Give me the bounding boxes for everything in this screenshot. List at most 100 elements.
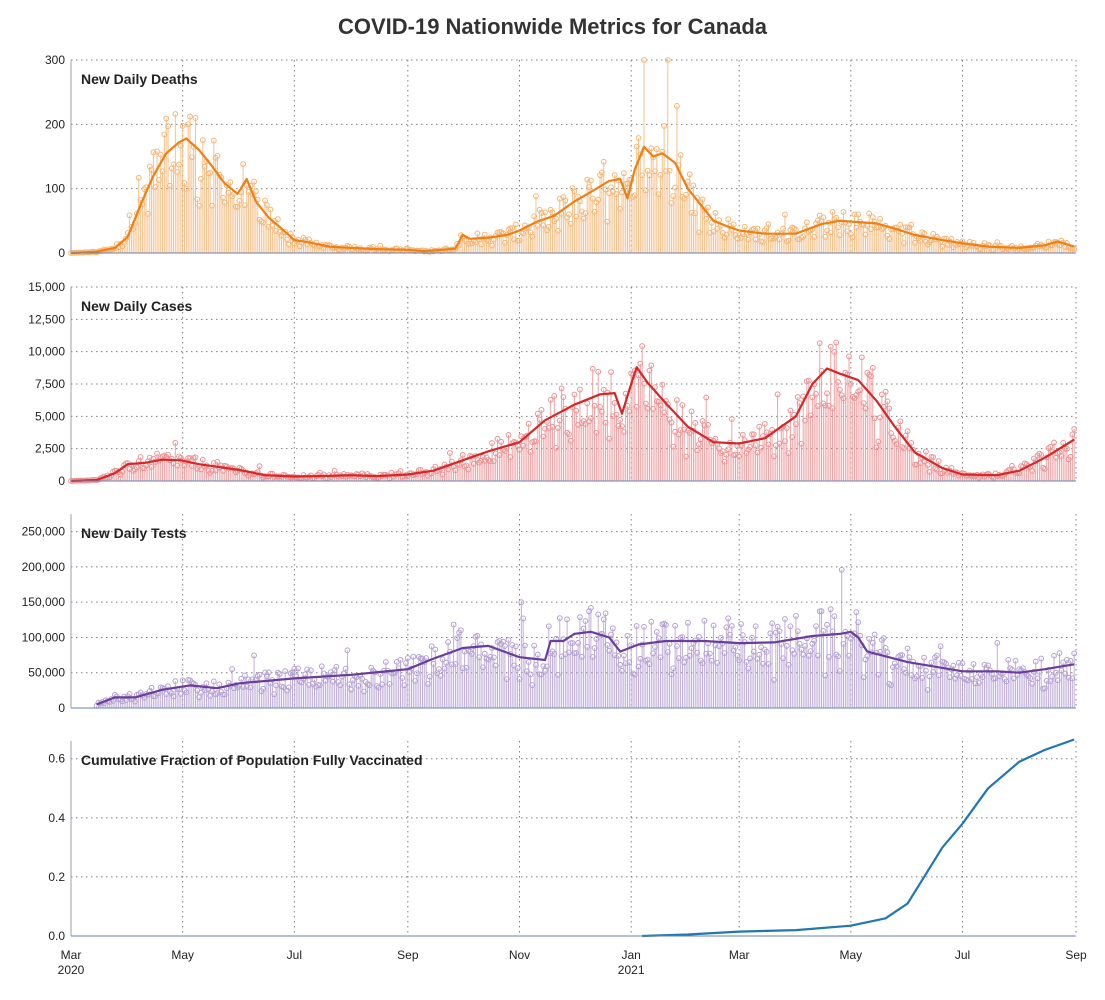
new-daily-cases-daily-point [1063,445,1070,452]
new-daily-deaths-daily-point [652,168,658,175]
new-daily-tests-daily-point [220,691,226,698]
new-daily-tests-daily-point [637,655,644,662]
new-daily-cases-daily-point [633,403,640,410]
new-daily-deaths-daily-point [260,219,267,226]
new-daily-deaths-daily-point [613,191,620,198]
new-daily-tests-daily-point [776,628,783,635]
new-daily-cases-daily-point [782,438,788,445]
new-daily-deaths-daily-point [598,169,605,176]
new-daily-tests-daily-point [1038,655,1045,662]
new-daily-deaths-daily-point [901,240,907,247]
new-daily-tests-daily-point [749,634,755,641]
x-tick-label: Jul [287,948,302,962]
new-daily-cases-daily-point [635,372,642,379]
new-daily-tests-daily-point [694,649,700,656]
new-daily-tests-daily-point [209,688,215,695]
new-daily-cases-daily-point [933,466,940,473]
new-daily-cases-daily-point [185,455,192,461]
new-daily-tests-daily-point [783,643,790,649]
new-daily-deaths-daily-point [912,239,918,246]
new-daily-deaths-daily-point [148,167,155,173]
new-daily-tests-daily-point [855,619,862,626]
new-daily-deaths-daily-point [648,145,655,152]
new-daily-tests-daily-point [503,676,510,682]
new-daily-tests-daily-point [681,659,688,666]
new-daily-deaths-daily-point [166,182,173,189]
new-daily-deaths-daily-point [939,243,946,250]
new-daily-deaths-daily-point [745,236,752,243]
new-daily-deaths-daily-point [501,239,508,246]
new-daily-tests-daily-point [397,656,404,663]
new-daily-deaths-daily-point [705,204,711,211]
new-daily-tests-daily-point [448,661,455,668]
x-tick-label: Jul [955,948,970,962]
new-daily-cases-daily-point [536,416,543,423]
cumulative-fraction-of-population-fully-vaccinated-ytick-label: 0.0 [48,929,65,943]
cumulative-fraction-of-population-fully-vaccinated-ytick-label: 0.6 [48,752,65,766]
new-daily-tests-daily-point [344,647,351,654]
new-daily-deaths-daily-point [571,188,578,195]
new-daily-deaths-daily-point [686,171,693,178]
new-daily-tests-daily-point [888,682,895,688]
new-daily-deaths-daily-point [690,182,697,189]
new-daily-cases-daily-point [814,403,821,409]
new-daily-cases-daily-point [593,429,600,436]
cumulative-fraction-of-population-fully-vaccinated-ytick-label: 0.4 [48,811,65,825]
new-daily-cases-daily-point [827,343,834,350]
new-daily-tests-daily-point [1041,685,1048,692]
new-daily-deaths-daily-point [635,135,642,141]
new-daily-tests-daily-point [505,636,512,643]
new-daily-deaths-daily-point [877,216,884,222]
new-daily-cases-daily-point [496,452,503,458]
new-daily-tests-daily-point [739,632,746,639]
new-daily-cases-daily-point [560,394,567,401]
new-daily-cases-daily-point [908,439,915,446]
new-daily-tests-daily-point [712,642,719,649]
new-daily-cases-daily-point [174,462,181,469]
new-daily-cases-daily-point [692,420,699,426]
new-daily-tests-daily-point [469,651,475,657]
new-daily-tests-daily-point [410,653,417,660]
new-daily-deaths-daily-point [489,242,495,249]
new-daily-cases-daily-point [609,413,616,420]
new-daily-tests-daily-point [668,671,675,678]
new-daily-tests-daily-point [646,661,653,668]
x-tick-label: Sep [1065,948,1087,962]
new-daily-tests-daily-point [699,660,706,666]
new-daily-tests-series-line [96,630,1075,706]
new-daily-cases-daily-point [877,414,884,421]
new-daily-deaths-daily-point [562,197,569,204]
new-daily-tests-daily-point [716,643,722,650]
new-daily-cases-daily-point [924,462,931,468]
new-daily-tests-daily-point [798,646,805,653]
new-daily-tests-daily-point [551,651,558,657]
new-daily-cases-daily-point [719,448,726,455]
new-daily-cases-daily-point [869,364,876,371]
new-daily-tests-daily-point [985,662,992,669]
new-daily-tests-daily-point [487,653,494,660]
new-daily-cases-daily-point [910,446,916,453]
new-daily-tests-daily-point [534,651,541,658]
new-daily-tests-daily-point [611,652,618,659]
new-daily-tests-daily-point [652,644,658,651]
new-daily-cases-daily-point [566,431,572,437]
new-daily-deaths-daily-point [633,143,640,150]
new-daily-deaths-daily-point [723,231,730,238]
new-daily-tests-daily-point [728,623,735,629]
new-daily-tests-ytick-label: 200,000 [22,560,66,574]
new-daily-deaths-daily-point [534,222,541,229]
new-daily-tests-daily-point [838,566,845,573]
new-daily-deaths-daily-point [695,229,702,236]
new-daily-cases-daily-point [302,474,309,481]
new-daily-deaths-daily-point [976,246,982,253]
new-daily-tests-daily-point [183,689,190,696]
new-daily-tests-daily-point [750,648,757,655]
new-daily-tests-daily-point [360,688,367,695]
new-daily-cases-daily-point [518,433,525,440]
x-tick-label: May [171,948,194,962]
new-daily-deaths-daily-point [194,196,201,203]
new-daily-deaths-daily-point [529,233,536,240]
new-daily-cases-daily-point [783,425,790,431]
new-daily-deaths-daily-point [285,241,292,248]
new-daily-deaths-daily-point [811,233,818,240]
